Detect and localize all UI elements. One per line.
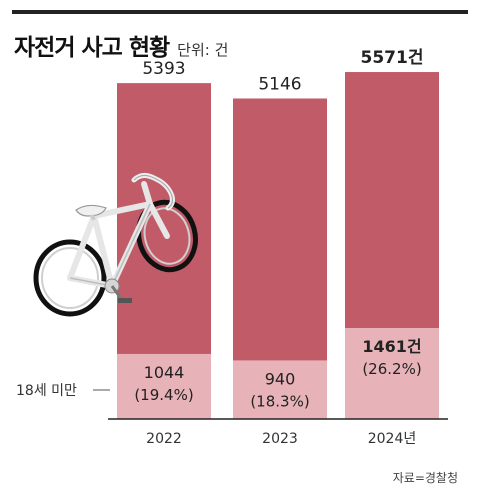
unit-label: 단위: 건 <box>177 41 229 59</box>
legend-under18-label: 18세 미만 <box>16 383 77 399</box>
bar-under18-2022 <box>117 353 211 419</box>
x-tick-2024년: 2024년 <box>368 431 417 447</box>
top-rule <box>12 10 468 14</box>
total-label-2024년: 5571건 <box>361 48 424 68</box>
under18-value-2024년: 1461건 <box>362 337 421 356</box>
x-tick-2022: 2022 <box>146 431 182 447</box>
chart-header: 자전거 사고 현황 단위: 건 <box>14 28 228 62</box>
x-tick-2023: 2023 <box>262 431 298 447</box>
total-label-2022: 5393 <box>142 59 185 79</box>
under18-value-2022: 1044 <box>144 363 185 382</box>
under18-share-2023: (18.3%) <box>250 392 309 410</box>
bicycle-illustration <box>33 172 198 317</box>
bar-total-2024년 <box>345 72 439 329</box>
chart-title: 자전거 사고 현황 <box>14 35 170 61</box>
bar-total-2023 <box>233 98 327 361</box>
bar-under18-2023 <box>233 360 327 419</box>
source-note: 자료=경찰청 <box>392 471 458 485</box>
under18-share-2022: (19.4%) <box>134 386 193 404</box>
under18-share-2024년: (26.2%) <box>362 360 421 378</box>
under18-value-2023: 940 <box>265 369 296 388</box>
bar-total-2022 <box>117 83 211 354</box>
bar-under18-2024년 <box>345 328 439 419</box>
total-label-2023: 5146 <box>258 75 301 95</box>
